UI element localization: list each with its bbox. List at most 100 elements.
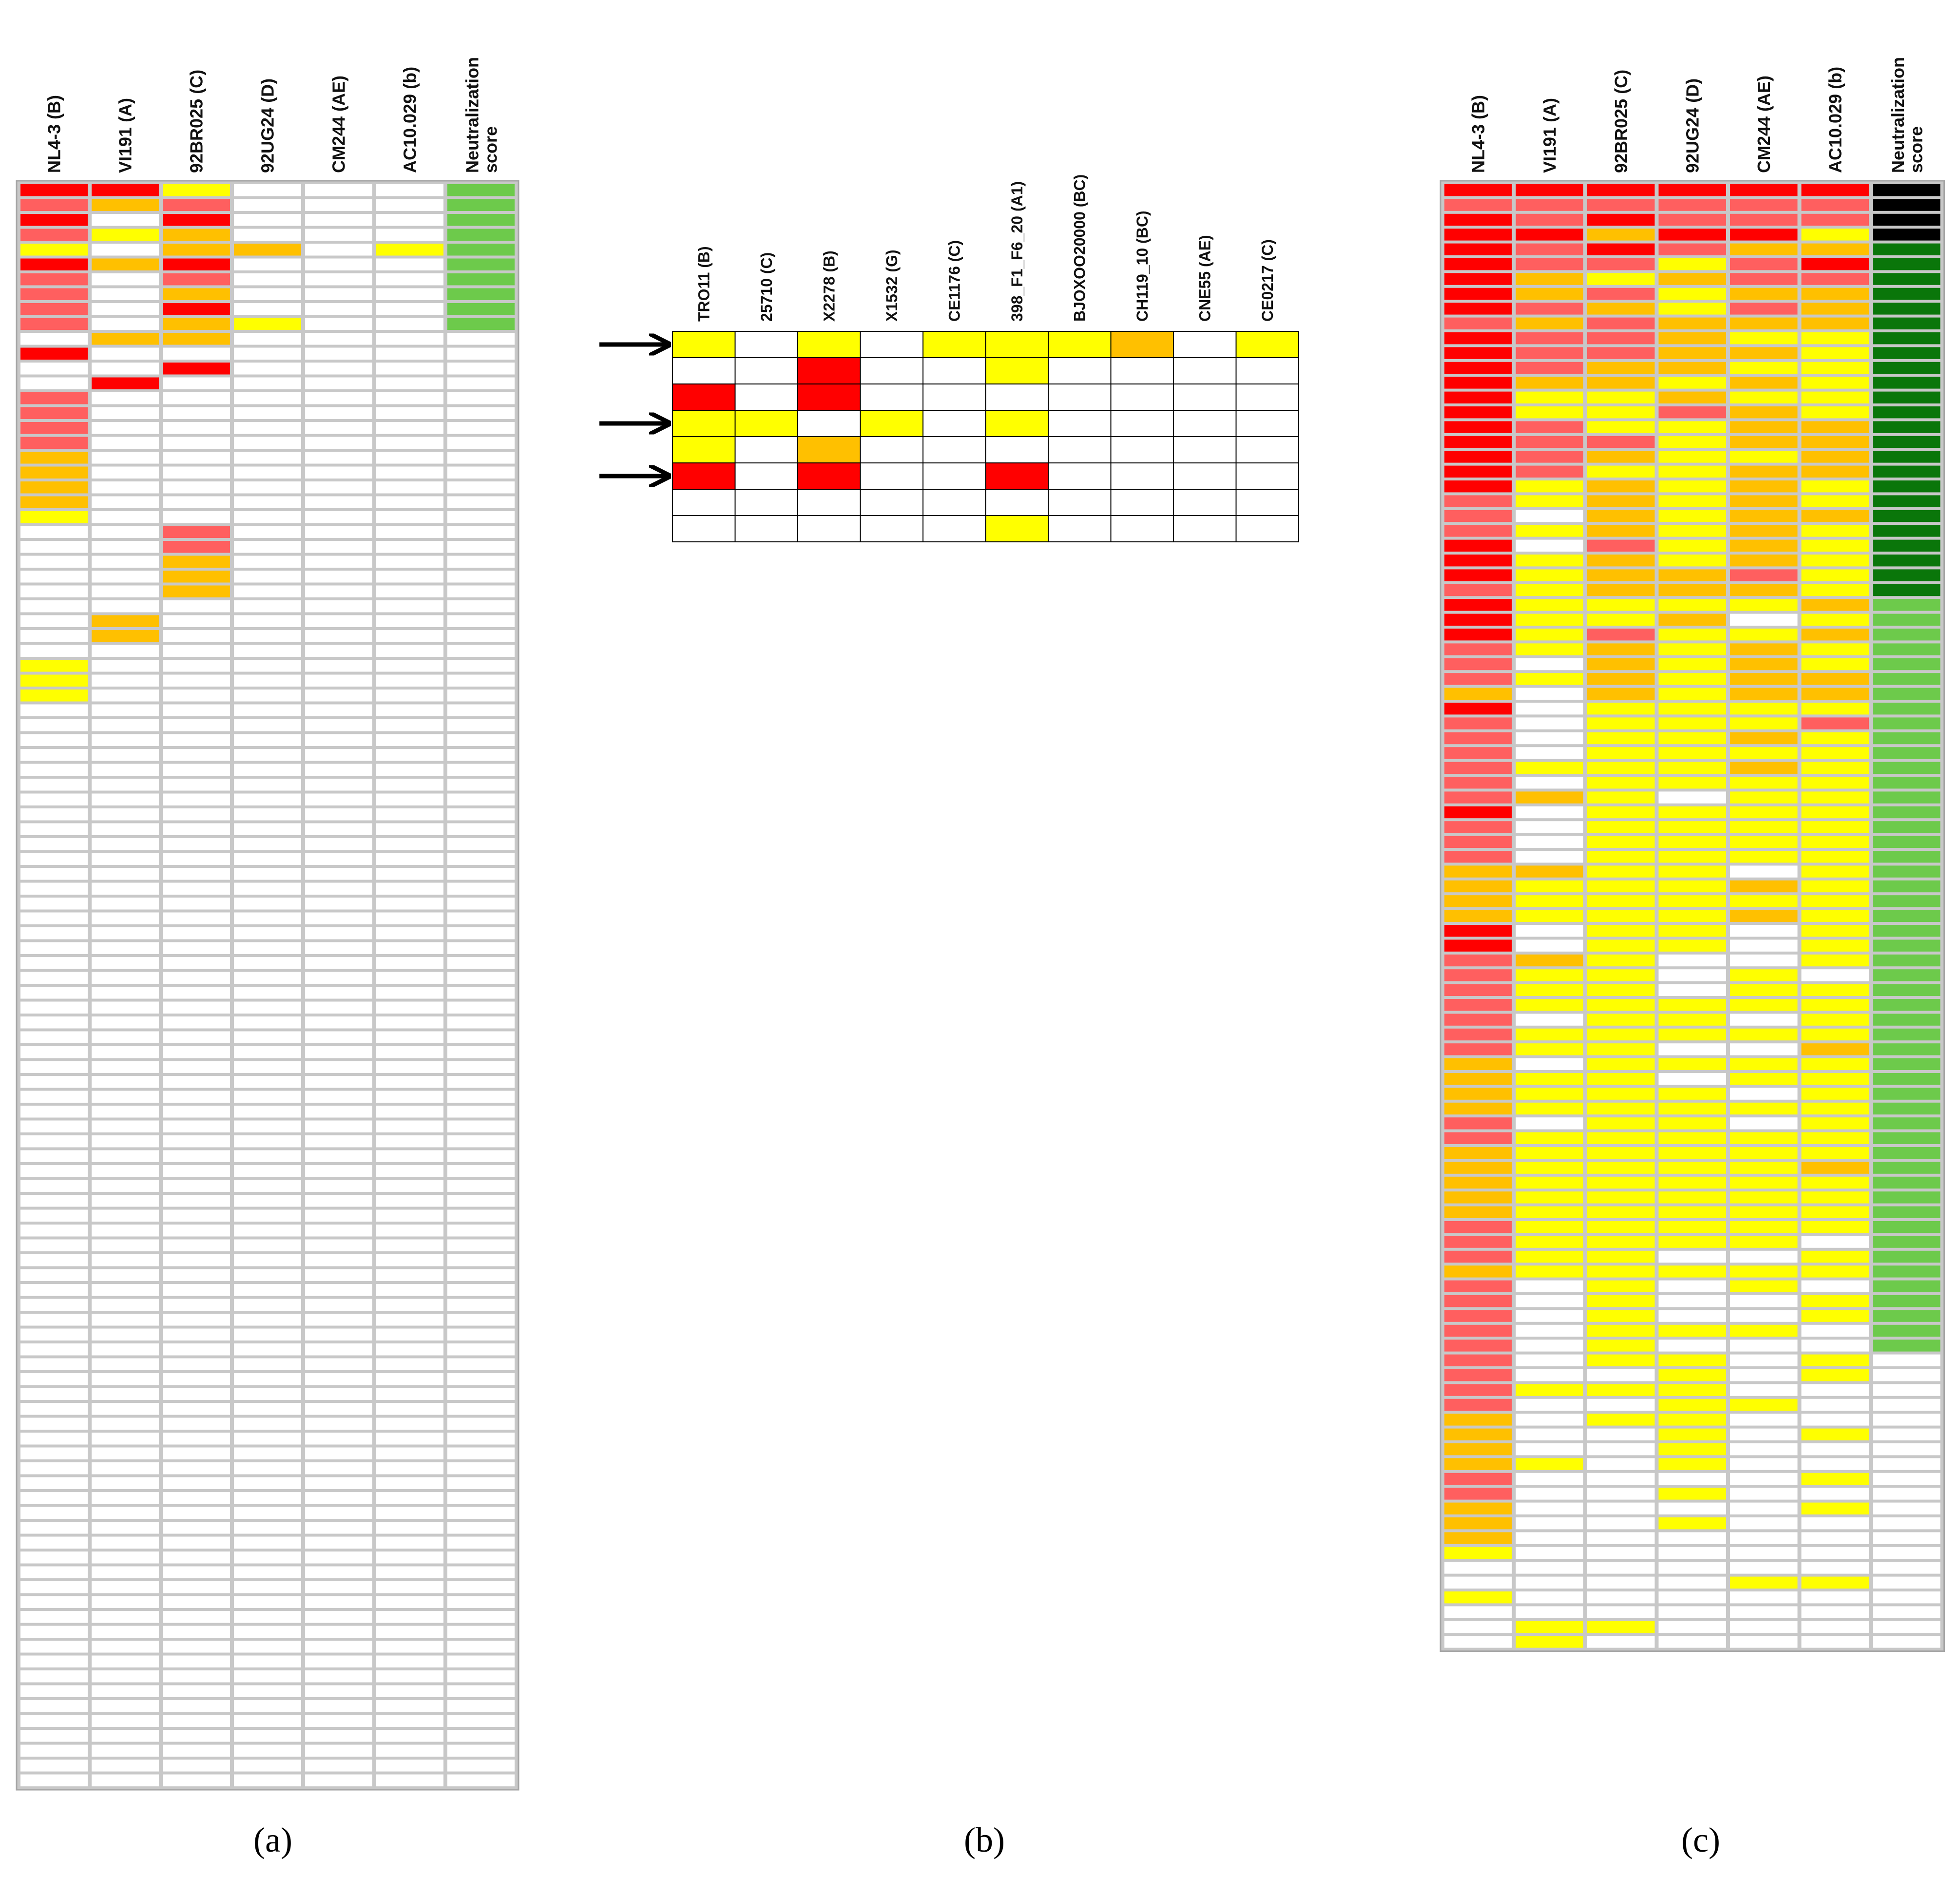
heatmap-cell (20, 407, 88, 419)
heatmap-cell (1587, 939, 1655, 952)
heatmap-cell (20, 1239, 88, 1251)
heatmap-cell (1801, 599, 1869, 611)
heatmap-cell (1444, 762, 1512, 774)
heatmap-cell (922, 436, 986, 463)
heatmap-cell (376, 1641, 443, 1653)
heatmap-cell (163, 660, 230, 672)
heatmap-cell (1730, 317, 1798, 329)
heatmap-cell (305, 1373, 372, 1385)
heatmap-cell (1658, 658, 1726, 670)
heatmap-cell (1444, 969, 1512, 981)
heatmap-cell (376, 734, 443, 746)
heatmap-cell (376, 1760, 443, 1772)
heatmap-cell (305, 347, 372, 360)
heatmap-cell (163, 1447, 230, 1459)
heatmap-cell (20, 571, 88, 583)
column-header: VI191 (A) (115, 98, 135, 173)
heatmap-cell (1444, 451, 1512, 463)
heatmap-cell (1730, 347, 1798, 359)
heatmap-cell (163, 1135, 230, 1148)
heatmap-cell (1873, 1014, 1941, 1026)
heatmap-cell (234, 347, 301, 360)
heatmap-cell (234, 1388, 301, 1400)
heatmap-cell (163, 437, 230, 449)
heatmap-cell (447, 288, 515, 300)
heatmap-cell (1801, 347, 1869, 359)
heatmap-cell (376, 1358, 443, 1370)
heatmap-cell (305, 199, 372, 211)
heatmap-cell (376, 437, 443, 449)
heatmap-cell (305, 987, 372, 999)
heatmap-cell (1801, 1132, 1869, 1144)
heatmap-cell (447, 1120, 515, 1132)
heatmap-cell (1587, 1428, 1655, 1440)
heatmap-cell (1587, 436, 1655, 448)
heatmap-cell (163, 1492, 230, 1504)
heatmap-cell (305, 912, 372, 924)
heatmap-cell (1587, 510, 1655, 522)
heatmap-cell (1730, 1250, 1798, 1263)
heatmap-cell (1730, 688, 1798, 700)
heatmap-cell (1587, 555, 1655, 567)
heatmap-cell (1658, 999, 1726, 1011)
heatmap-cell (1730, 1102, 1798, 1115)
heatmap-cell (305, 437, 372, 449)
heatmap-cell (1587, 1191, 1655, 1204)
heatmap-cell (1873, 1102, 1941, 1115)
heatmap-cell (1444, 1014, 1512, 1026)
heatmap-cell (305, 184, 372, 196)
heatmap-cell (1730, 984, 1798, 996)
heatmap-cell (163, 1284, 230, 1296)
heatmap-cell (1658, 1636, 1726, 1648)
heatmap-cell (20, 674, 88, 687)
heatmap-cell (92, 1284, 159, 1296)
heatmap-cell (376, 1225, 443, 1237)
heatmap-cell (447, 1774, 515, 1786)
heatmap-cell (447, 363, 515, 375)
heatmap-cell (1801, 495, 1869, 507)
heatmap-cell (1235, 515, 1299, 542)
heatmap-cell (92, 318, 159, 330)
heatmap-cell (20, 645, 88, 657)
heatmap-cell (1587, 465, 1655, 478)
heatmap-cell (1587, 777, 1655, 789)
column-header: 92UG24 (D) (258, 78, 278, 173)
heatmap-cell (1658, 1473, 1726, 1485)
heatmap-cell (447, 704, 515, 716)
heatmap-cell (305, 392, 372, 404)
heatmap-cell (447, 1403, 515, 1415)
heatmap-cell (1516, 1621, 1583, 1633)
heatmap-cell (1587, 303, 1655, 315)
heatmap-cell (1873, 1132, 1941, 1144)
heatmap-cell (1516, 1473, 1583, 1485)
heatmap-cell (1801, 821, 1869, 833)
heatmap-cell (1873, 643, 1941, 655)
heatmap-cell (376, 1031, 443, 1043)
heatmap-cell (1516, 1295, 1583, 1307)
heatmap-cell (1801, 1443, 1869, 1456)
heatmap-cell (20, 1596, 88, 1608)
heatmap-cell (1516, 1576, 1583, 1589)
heatmap-cell (1048, 436, 1112, 463)
heatmap-cell (447, 1536, 515, 1549)
heatmap-cell (163, 749, 230, 761)
heatmap-cell (305, 734, 372, 746)
heatmap-cell (1801, 999, 1869, 1011)
heatmap-cell (234, 1447, 301, 1459)
heatmap-cell (1444, 184, 1512, 196)
heatmap-cell (1444, 1369, 1512, 1381)
heatmap-cell (1873, 495, 1941, 507)
heatmap-cell (92, 1522, 159, 1534)
heatmap-cell (1658, 480, 1726, 493)
heatmap-cell (734, 436, 798, 463)
heatmap-cell (20, 719, 88, 731)
heatmap-cell (163, 184, 230, 196)
heatmap-cell (163, 823, 230, 835)
heatmap-cell (1801, 880, 1869, 893)
heatmap-cell (447, 1685, 515, 1697)
heatmap-cell (1444, 984, 1512, 996)
heatmap-cell (1730, 880, 1798, 893)
heatmap-cell (1110, 357, 1174, 384)
heatmap-cell (1658, 1354, 1726, 1366)
heatmap-cell (20, 749, 88, 761)
